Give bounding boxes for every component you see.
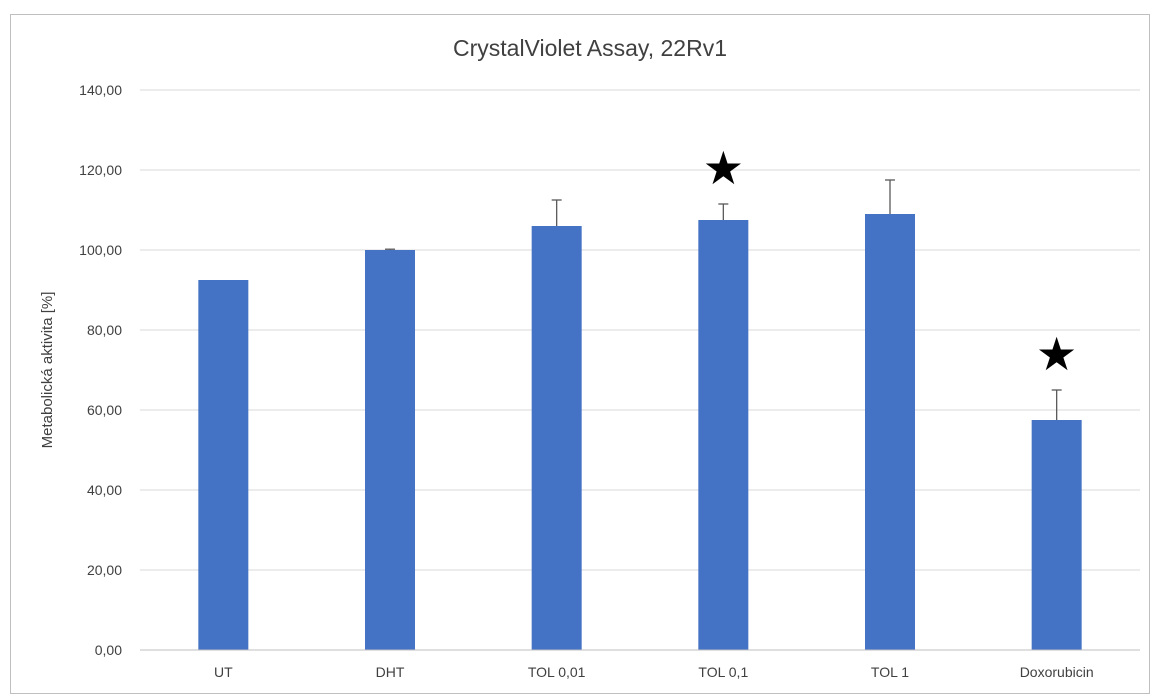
error-bar (885, 179, 895, 214)
y-tick-label: 20,00 (87, 562, 122, 578)
bar (1031, 420, 1082, 650)
gridlines (140, 89, 1140, 571)
significance-star: ★ (703, 141, 744, 195)
x-tick-label: Doxorubicin (1020, 664, 1094, 680)
x-tick-label: TOL 0,1 (698, 664, 748, 680)
bar (198, 280, 249, 650)
y-tick-label: 0,00 (95, 642, 122, 658)
bar (365, 250, 415, 650)
bars (198, 214, 1082, 650)
significance-markers: ★★ (703, 141, 1078, 381)
x-axis-ticks: UT DHT TOL 0,01 TOL 0,1 TOL 1 Doxorubicin (214, 664, 1094, 680)
error-bar (718, 203, 729, 220)
y-tick-label: 120,00 (79, 162, 122, 178)
error-bar (1051, 389, 1062, 420)
bar (531, 226, 582, 650)
y-tick-label: 140,00 (79, 82, 122, 98)
error-bar (551, 199, 562, 226)
error-bar (385, 248, 395, 250)
y-tick-label: 80,00 (87, 322, 122, 338)
x-tick-label: DHT (376, 664, 405, 680)
y-tick-label: 40,00 (87, 482, 122, 498)
x-tick-label: TOL 0,01 (528, 664, 586, 680)
x-tick-label: UT (214, 664, 233, 680)
y-axis-ticks: 0,00 20,00 40,00 60,00 80,00 100,00 120,00 140,… (79, 82, 122, 658)
bar (865, 214, 915, 650)
y-tick-label: 100,00 (79, 242, 122, 258)
chart-title: CrystalViolet Assay, 22Rv1 (453, 35, 727, 61)
y-axis-label: Metabolická aktivita [%] (39, 292, 56, 449)
y-tick-label: 60,00 (87, 402, 122, 418)
significance-star: ★ (1036, 327, 1077, 381)
x-tick-label: TOL 1 (871, 664, 909, 680)
error-bars (385, 179, 1062, 420)
bar (698, 220, 749, 650)
